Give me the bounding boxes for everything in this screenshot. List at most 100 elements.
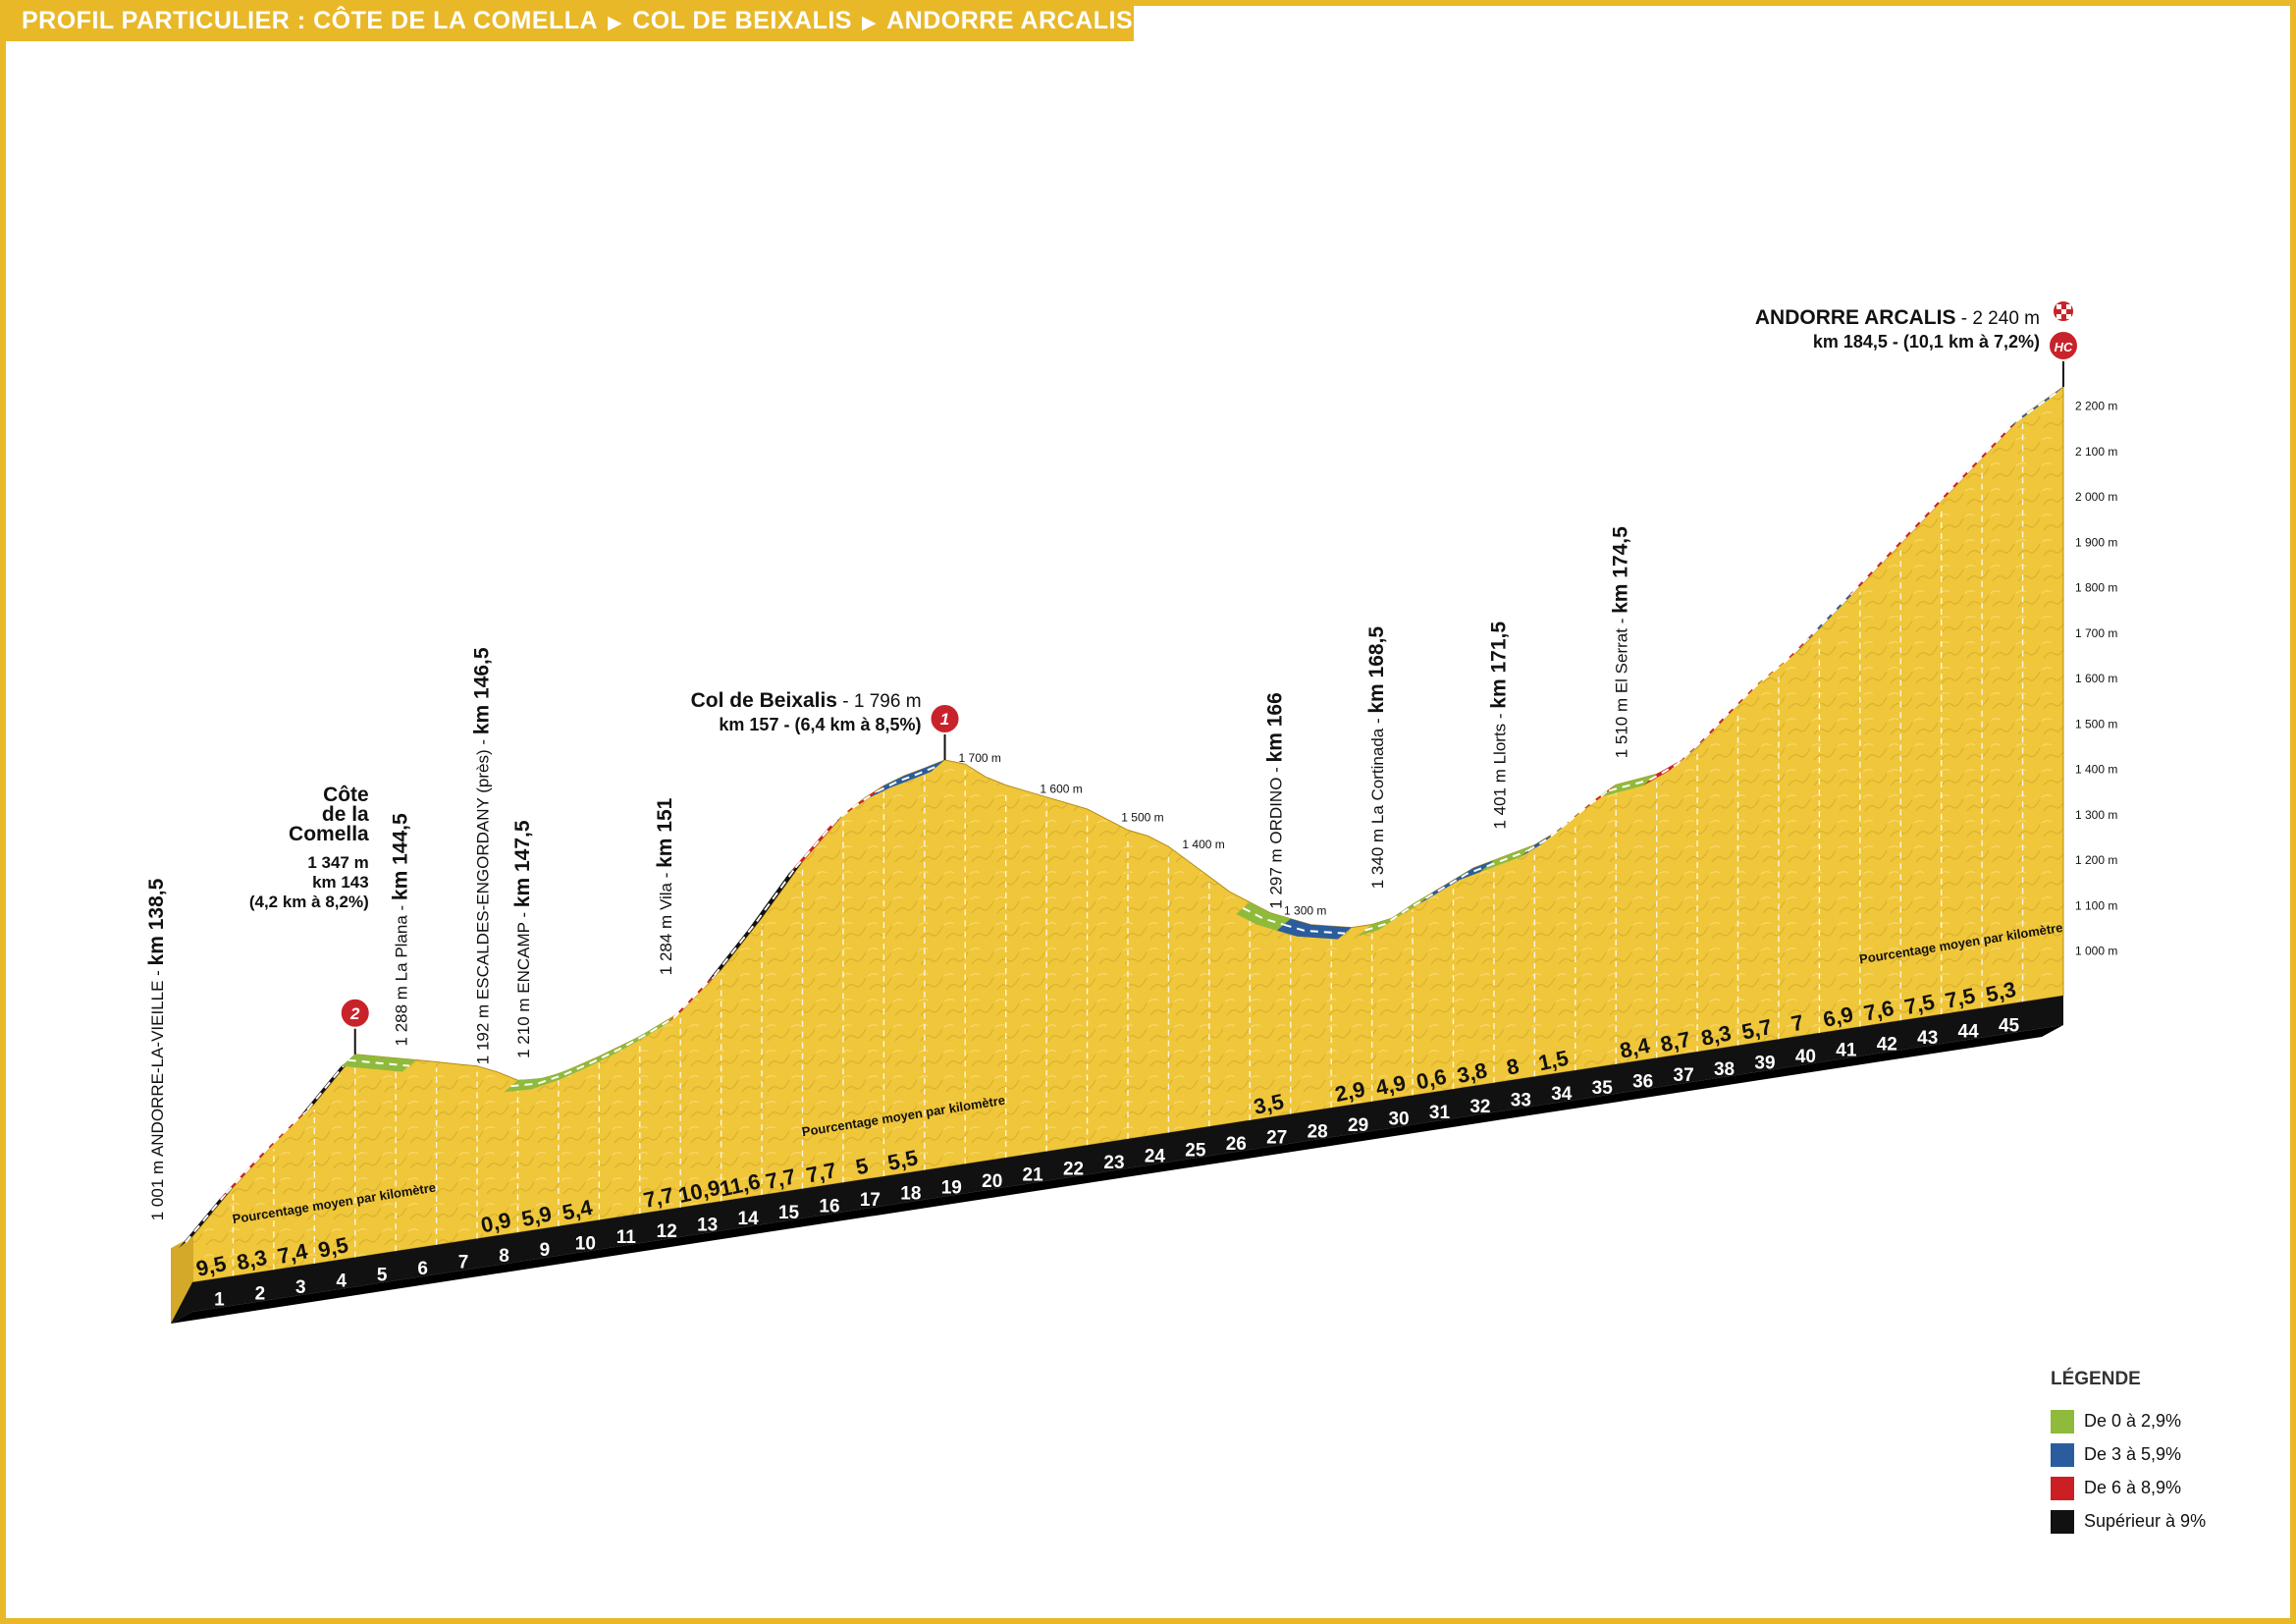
gradient-pct-label: 5,9 <box>519 1201 554 1231</box>
place-name: 1 284 m Vila - <box>657 868 675 975</box>
km-label: 38 <box>1714 1059 1735 1080</box>
place-km: km 168,5 <box>1365 626 1388 714</box>
gradient-pct-label: 0,6 <box>1415 1064 1449 1095</box>
legend-label: Supérieur à 9% <box>2084 1511 2207 1531</box>
ridge-dash <box>1425 865 1488 899</box>
place-name: 1 510 m El Serrat - <box>1613 614 1631 758</box>
ridge-dash <box>794 790 878 869</box>
km-label: 35 <box>1592 1078 1614 1099</box>
gradient-pct-label: 7,7 <box>764 1164 798 1194</box>
km-label: 7 <box>458 1253 469 1273</box>
legend-title: LÉGENDE <box>2051 1369 2141 1389</box>
legend-item-red: De 6 à 8,9% <box>2051 1475 2181 1501</box>
place-name: 1 340 m La Cortinada - <box>1368 714 1387 890</box>
place-label: 1 210 m ENCAMP - km 147,5 <box>511 820 534 1058</box>
ridge-segment-red <box>219 1104 315 1200</box>
altitude-tick-label: 1 400 m <box>2075 763 2117 777</box>
place-label: 1 001 m ANDORRE-LA-VIEILLE - km 138,5 <box>145 878 168 1220</box>
place-label: 1 297 m ORDINO - km 166 <box>1263 692 1286 909</box>
summit-label-line: Côte <box>323 784 369 806</box>
summit-label-line: (4,2 km à 8,2%) <box>249 893 369 911</box>
legend-label: De 0 à 2,9% <box>2084 1411 2182 1431</box>
page-title: PROFIL PARTICULIER : CÔTE DE LA COMELLA ▶… <box>0 0 1134 41</box>
gradient-pct-label: 3,5 <box>1252 1089 1286 1119</box>
checkered-flag-icon <box>2056 314 2061 319</box>
km-label: 10 <box>575 1234 596 1255</box>
place-km: km 138,5 <box>145 878 168 965</box>
gradient-pct-label: 8,3 <box>1699 1020 1734 1051</box>
legend-label: De 3 à 5,9% <box>2084 1444 2182 1464</box>
place-label: 1 192 m ESCALDES-ENGORDANY (près) - km 1… <box>470 647 493 1064</box>
altitude-tick-label: 2 000 m <box>2075 490 2117 504</box>
gradient-pct-label: 9,5 <box>316 1232 350 1263</box>
km-label: 19 <box>941 1177 962 1198</box>
inner-altitude-label: 1 700 m <box>959 751 1001 765</box>
inner-altitude-label: 1 600 m <box>1040 783 1082 796</box>
altitude-tick-label: 1 800 m <box>2075 581 2117 595</box>
legend-swatch <box>2051 1410 2074 1435</box>
gradient-pct-label: 7,7 <box>804 1158 838 1188</box>
km-label: 30 <box>1388 1110 1409 1130</box>
gradient-pct-label: 3,8 <box>1455 1057 1489 1088</box>
altitude-tick-label: 1 900 m <box>2075 535 2117 549</box>
km-label: 33 <box>1511 1091 1531 1111</box>
km-label: 14 <box>738 1209 760 1229</box>
ridge-dash <box>225 1109 308 1195</box>
altitude-tick-label: 1 500 m <box>2075 717 2117 731</box>
gradient-pct-label: 2,9 <box>1333 1076 1367 1107</box>
summit-altitude: - 1 796 m <box>837 691 922 712</box>
km-label: 1 <box>214 1290 225 1311</box>
gradient-pct-label: 4,9 <box>1373 1070 1408 1101</box>
title-part-3: ANDORRE ARCALIS <box>886 7 1134 34</box>
summit-km-detail: km 184,5 - (10,1 km à 7,2%) <box>1813 332 2040 352</box>
place-label: 1 510 m El Serrat - km 174,5 <box>1610 526 1632 758</box>
summit-label-line: 1 347 m <box>307 853 368 872</box>
legend-item-green: De 0 à 2,9% <box>2051 1408 2182 1435</box>
km-label: 16 <box>819 1196 839 1217</box>
place-km: km 147,5 <box>511 820 534 907</box>
ridge-segment-green <box>504 1011 681 1093</box>
km-label: 22 <box>1063 1159 1084 1179</box>
place-km: km 151 <box>654 797 676 868</box>
place-name: 1 192 m ESCALDES-ENGORDANY (près) - <box>473 734 492 1064</box>
km-label: 40 <box>1795 1047 1816 1067</box>
km-label: 8 <box>499 1246 509 1267</box>
km-label: 25 <box>1185 1140 1206 1161</box>
km-label: 24 <box>1145 1147 1166 1167</box>
summit-name-text: Col de Beixalis <box>691 689 837 712</box>
gradient-pct-label: 8,7 <box>1658 1027 1692 1057</box>
ridge-dash <box>2015 392 2057 423</box>
checkered-flag-icon <box>2061 309 2066 314</box>
km-band <box>171 996 2063 1324</box>
km-label: 6 <box>417 1259 428 1279</box>
title-prefix: PROFIL PARTICULIER : <box>22 7 306 34</box>
place-label: 1 340 m La Cortinada - km 168,5 <box>1365 626 1388 890</box>
summit-label-line: km 143 <box>312 873 369 892</box>
km-label: 23 <box>1103 1153 1124 1173</box>
km-label: 39 <box>1754 1053 1775 1073</box>
gradient-pct-label: 1,5 <box>1536 1046 1571 1076</box>
ridge-dash <box>1649 633 1814 782</box>
gradient-pct-label: 7,6 <box>1861 996 1896 1026</box>
gradient-pct-label: 7 <box>1789 1009 1806 1036</box>
km-label: 15 <box>778 1203 800 1223</box>
ridge-dash <box>347 1058 409 1067</box>
gradient-pct-label: 7,7 <box>641 1182 675 1213</box>
ridge-dash <box>306 1059 349 1110</box>
ridge-dash <box>185 1192 228 1243</box>
legend-swatch <box>2051 1510 2074 1535</box>
km-label: 21 <box>1023 1165 1044 1186</box>
altitude-tick-label: 1 200 m <box>2075 853 2117 867</box>
gradient-pct-label: 8 <box>1504 1054 1521 1080</box>
summit-name: ANDORRE ARCALIS - 2 240 m <box>1755 306 2040 329</box>
altitude-tick-label: 1 600 m <box>2075 672 2117 685</box>
gradient-pct-label: 9,5 <box>194 1251 229 1281</box>
km-label: 32 <box>1469 1097 1490 1117</box>
ridge-dash <box>1608 779 1650 792</box>
km-label: 37 <box>1674 1065 1694 1086</box>
km-label: 2 <box>255 1283 266 1304</box>
km-label: 17 <box>860 1190 881 1211</box>
legend-item-blue: De 3 à 5,9% <box>2051 1441 2182 1468</box>
inner-altitude-label: 1 300 m <box>1284 904 1326 918</box>
